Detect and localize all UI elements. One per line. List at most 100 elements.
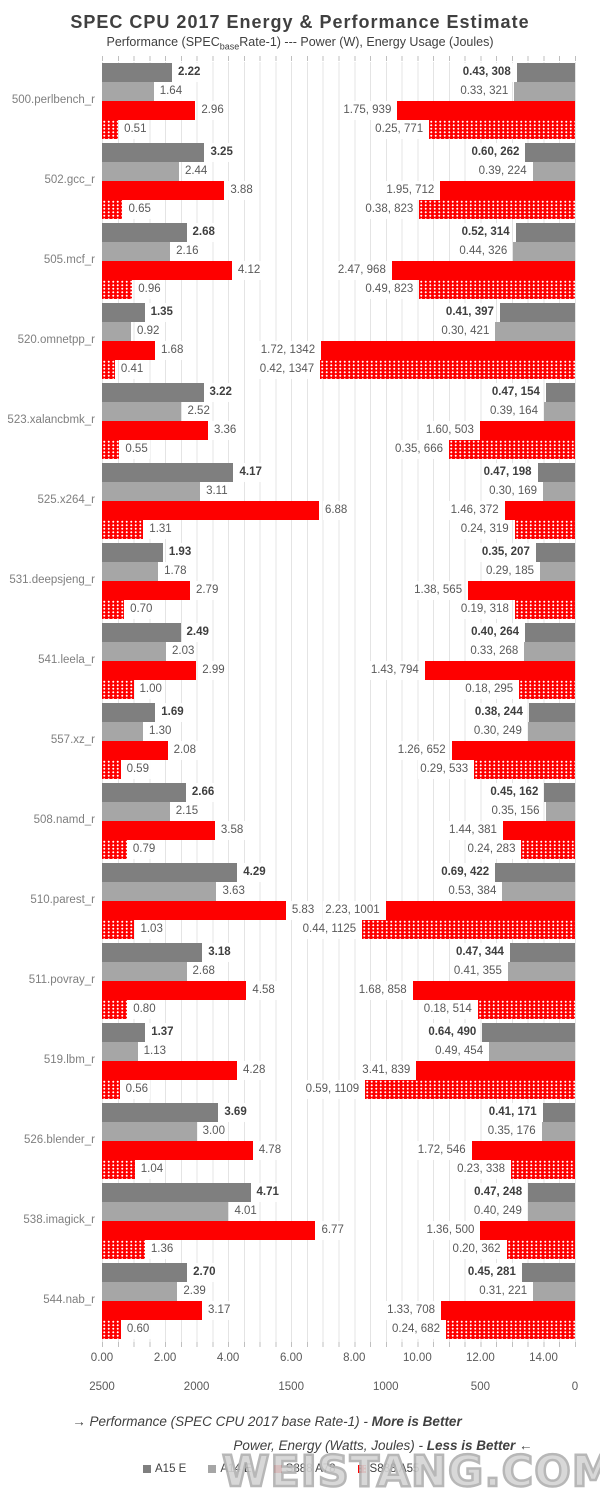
energy-bar-a14-e — [513, 242, 575, 261]
power-energy-value-label: 0.47, 248 — [472, 1183, 525, 1202]
power-energy-value-label: 0.43, 308 — [460, 63, 513, 82]
perf-value-label: 1.13 — [141, 1042, 169, 1061]
perf-bar-s888-a55 — [102, 520, 144, 539]
energy-bar-s888-a55 — [474, 760, 575, 779]
perf-value-label: 0.41 — [118, 360, 146, 379]
perf-value-label: 2.16 — [174, 242, 201, 261]
perf-bar-a14-e — [102, 482, 201, 501]
primary-axis-labels: 0.00 2.00 4.00 6.00 8.00 10.00 12.00 14.00 — [0, 1352, 600, 1368]
secondary-axis-tick-0: 0 — [571, 1381, 579, 1393]
subtitle-post: Rate-1) --- Power (W), Energy Usage (Jou… — [239, 35, 494, 49]
power-energy-value-label: 0.29, 533 — [418, 760, 471, 779]
energy-bar-s888-a55 — [419, 280, 575, 299]
power-energy-value-label: 0.39, 224 — [476, 162, 529, 181]
legend-item-a15-e: A15 E — [143, 1463, 186, 1475]
perf-bar-a14-e — [102, 162, 179, 181]
perf-bar-a14-e — [102, 322, 131, 341]
energy-bar-s888-a78 — [502, 821, 575, 840]
energy-bar-s888-a55 — [320, 360, 575, 379]
perf-value-label: 4.58 — [250, 981, 277, 1000]
benchmark-label-531-deepsjeng-r: 531.deepsjeng_r — [9, 574, 95, 586]
perf-value-label: 3.69 — [222, 1103, 249, 1122]
chart-row-526-blender-r-a15-e: 3.69 0.41, 171 — [102, 1103, 575, 1122]
chart-row-544-nab-r-s888-a55: 0.60 0.24, 682 — [102, 1320, 575, 1339]
energy-bar-s888-a55 — [429, 120, 575, 139]
perf-bar-s888-a78 — [102, 101, 196, 120]
power-energy-value-label: 0.64, 490 — [426, 1023, 479, 1042]
energy-bar-a15-e — [544, 783, 575, 802]
perf-value-label: 1.30 — [146, 722, 174, 741]
perf-bar-s888-a78 — [102, 261, 232, 280]
chart-plot-area: 2.22 0.43, 308 1.64 0.33, 321 2.96 1.75, 939 0… — [102, 62, 576, 1342]
energy-bar-s888-a78 — [416, 1061, 575, 1080]
benchmark-label-544-nab-r: 544.nab_r — [43, 1294, 95, 1306]
chart-row-510-parest-r-a14-e: 3.63 0.53, 384 — [102, 882, 575, 901]
legend-swatch-a15-e-icon — [143, 1465, 151, 1473]
power-energy-value-label: 1.72, 546 — [415, 1141, 468, 1160]
energy-bar-s888-a55 — [449, 440, 575, 459]
legend-item-s888-a78: S888 A78 — [273, 1463, 336, 1475]
chart-row-523-xalancbmk-r-a15-e: 3.22 0.47, 154 — [102, 383, 575, 402]
energy-bar-a15-e — [525, 143, 575, 162]
perf-value-label: 6.88 — [322, 501, 350, 520]
power-energy-value-label: 0.35, 176 — [485, 1122, 538, 1141]
energy-bar-a14-e — [502, 882, 575, 901]
power-energy-value-label: 0.35, 207 — [479, 543, 532, 562]
secondary-axis-tick-2500: 2500 — [89, 1381, 115, 1393]
power-energy-value-label: 1.60, 503 — [423, 421, 476, 440]
perf-bar-s888-a78 — [102, 661, 197, 680]
energy-bar-s888-a78 — [321, 341, 575, 360]
power-energy-value-label: 0.24, 682 — [390, 1320, 442, 1339]
energy-bar-a15-e — [499, 303, 575, 322]
energy-bar-s888-a55 — [362, 920, 575, 939]
bottom-axis-ticks — [102, 1342, 576, 1347]
power-energy-value-label: 0.18, 514 — [421, 1000, 474, 1019]
benchmark-label-523-xalancbmk-r: 523.xalancbmk_r — [7, 414, 95, 426]
energy-bar-a14-e — [545, 802, 575, 821]
subtitle-pre: Performance (SPEC — [106, 35, 220, 49]
chart-row-531-deepsjeng-r-s888-a55: 0.70 0.19, 318 — [102, 600, 575, 619]
power-energy-value-label: 1.38, 565 — [412, 581, 465, 600]
top-axis-ticks — [102, 56, 576, 61]
energy-bar-a14-e — [514, 82, 575, 101]
legend-label: A15 E — [155, 1463, 187, 1475]
perf-bar-a14-e — [102, 962, 187, 981]
chart-row-502-gcc-r-s888-a78: 3.88 1.95, 712 — [102, 181, 575, 200]
perf-bar-a14-e — [102, 242, 171, 261]
power-energy-value-label: 0.41, 171 — [486, 1103, 539, 1122]
chart-row-505-mcf-r-s888-a55: 0.96 0.49, 823 — [102, 280, 575, 299]
energy-bar-s888-a55 — [365, 1080, 575, 1099]
secondary-axis-tick-1500: 1500 — [278, 1381, 304, 1393]
primary-axis-tick-8.00: 8.00 — [343, 1352, 366, 1364]
power-energy-value-label: 0.69, 422 — [439, 863, 492, 882]
perf-bar-a15-e — [102, 783, 186, 802]
benchmark-label-511-povray-r: 511.povray_r — [28, 974, 95, 986]
perf-value-label: 2.44 — [182, 162, 210, 181]
energy-bar-a14-e — [543, 482, 575, 501]
chart-row-520-omnetpp-r-a14-e: 0.92 0.30, 421 — [102, 322, 575, 341]
chart-row-541-leela-r-a14-e: 2.03 0.33, 268 — [102, 642, 575, 661]
energy-bar-a14-e — [489, 1042, 575, 1061]
power-energy-value-label: 3.41, 839 — [360, 1061, 413, 1080]
chart-row-508-namd-r-a15-e: 2.66 0.45, 162 — [102, 783, 575, 802]
energy-bar-s888-a78 — [479, 421, 575, 440]
perf-bar-a15-e — [102, 863, 238, 882]
chart-row-505-mcf-r-a14-e: 2.16 0.44, 326 — [102, 242, 575, 261]
left-arrow-icon: ← — [515, 1438, 533, 1453]
perf-value-label: 2.66 — [189, 783, 217, 802]
energy-bar-s888-a55 — [445, 1320, 575, 1339]
chart-row-526-blender-r-s888-a55: 1.04 0.23, 338 — [102, 1160, 575, 1179]
perf-bar-s888-a55 — [102, 120, 119, 139]
perf-bar-a15-e — [102, 463, 234, 482]
perf-bar-a14-e — [102, 802, 170, 821]
power-energy-value-label: 1.95, 712 — [384, 181, 437, 200]
power-energy-value-label: 0.41, 355 — [451, 962, 504, 981]
energy-bar-s888-a55 — [514, 520, 575, 539]
chart-row-519-lbm-r-a14-e: 1.13 0.49, 454 — [102, 1042, 575, 1061]
power-energy-value-label: 0.59, 1109 — [303, 1080, 362, 1099]
perf-bar-s888-a55 — [102, 1160, 135, 1179]
chart-row-526-blender-r-a14-e: 3.00 0.35, 176 — [102, 1122, 575, 1141]
perf-bar-s888-a78 — [102, 821, 215, 840]
power-energy-axis-caption: Power, Energy (Watts, Joules) - Less is … — [233, 1438, 533, 1453]
